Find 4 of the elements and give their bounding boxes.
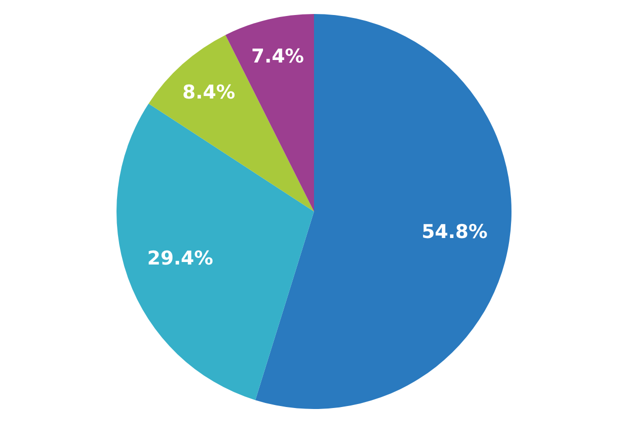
data-label: 29.4%: [147, 248, 214, 270]
data-label: 54.8%: [422, 220, 488, 243]
data-label: 8.4%: [182, 82, 236, 104]
data-label: 7.4%: [251, 46, 304, 68]
